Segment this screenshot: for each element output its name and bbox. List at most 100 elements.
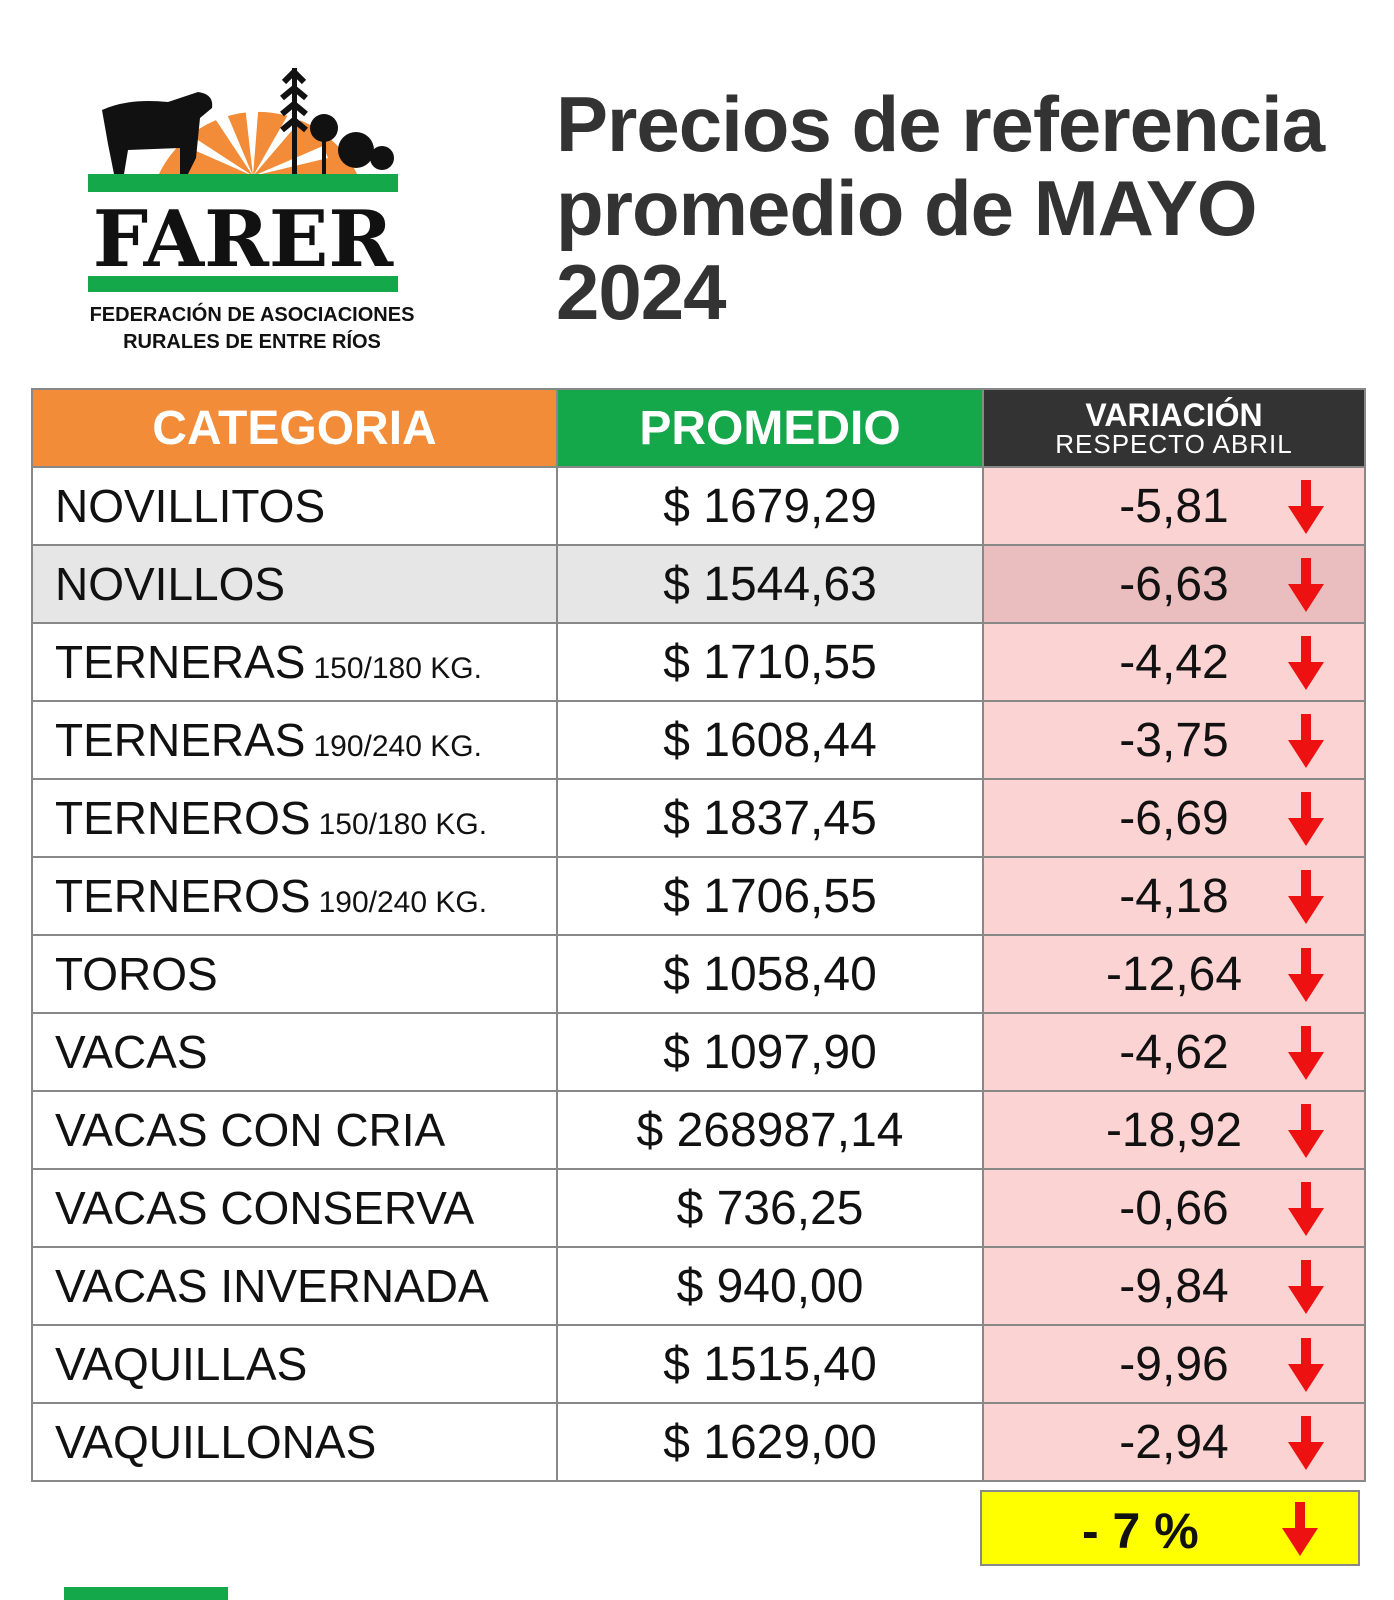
categoria-label: VAQUILLONAS: [55, 1416, 377, 1468]
cell-variacion: -18,92: [982, 1090, 1366, 1170]
cell-promedio: $ 1515,40: [556, 1324, 984, 1404]
arrow-down-icon: [1288, 1026, 1324, 1080]
variacion-value: -4,42: [1119, 635, 1229, 689]
cell-promedio: $ 1706,55: [556, 856, 984, 936]
variacion-value: -3,75: [1119, 713, 1229, 767]
arrow-down-icon: [1288, 1338, 1324, 1392]
cell-categoria: VAQUILLONAS: [31, 1402, 558, 1482]
categoria-detalle: 150/180 KG.: [318, 808, 488, 841]
arrow-down-icon: [1288, 714, 1324, 768]
cell-variacion: -4,18: [982, 856, 1366, 936]
cell-variacion: -9,96: [982, 1324, 1366, 1404]
categoria-detalle: 190/240 KG.: [318, 886, 488, 919]
cell-variacion: -5,81: [982, 466, 1366, 546]
arrow-down-icon: [1288, 1182, 1324, 1236]
table-header-row: CATEGORIA PROMEDIO VARIACIÓN RESPECTO AB…: [31, 388, 1366, 468]
total-variation-value: - 7 %: [1082, 1503, 1199, 1559]
cell-categoria: TERNERAS 190/240 KG.: [31, 700, 558, 780]
categoria-label: TOROS: [55, 948, 218, 1000]
cell-categoria: TOROS: [31, 934, 558, 1014]
table-row: VACAS INVERNADA $ 940,00 -9,84: [31, 1246, 1366, 1326]
cell-variacion: -2,94: [982, 1402, 1366, 1482]
cell-promedio: $ 1629,00: [556, 1402, 984, 1482]
table-row: TERNERAS 150/180 KG. $ 1710,55 -4,42: [31, 622, 1366, 702]
cell-variacion: -12,64: [982, 934, 1366, 1014]
prices-table: CATEGORIA PROMEDIO VARIACIÓN RESPECTO AB…: [31, 388, 1366, 1482]
categoria-label: NOVILLITOS: [55, 480, 326, 532]
cell-promedio: $ 1058,40: [556, 934, 984, 1014]
cell-variacion: -4,62: [982, 1012, 1366, 1092]
cell-categoria: VACAS CON CRIA: [31, 1090, 558, 1170]
cell-variacion: -0,66: [982, 1168, 1366, 1248]
logo-subtitle: FEDERACIÓN DE ASOCIACIONES RURALES DE EN…: [82, 302, 422, 356]
variacion-value: -6,69: [1119, 791, 1229, 845]
categoria-label: NOVILLOS: [55, 558, 286, 610]
arrow-down-icon: [1288, 1104, 1324, 1158]
arrow-down-icon: [1288, 870, 1324, 924]
header-variacion-sub: RESPECTO ABRIL: [1055, 429, 1293, 459]
categoria-label: VACAS INVERNADA: [55, 1260, 489, 1312]
variacion-value: -4,18: [1119, 869, 1229, 923]
cell-promedio: $ 1544,63: [556, 544, 984, 624]
cell-variacion: -3,75: [982, 700, 1366, 780]
arrow-down-icon: [1288, 1260, 1324, 1314]
arrow-down-icon: [1288, 1416, 1324, 1470]
arrow-down-icon: [1288, 792, 1324, 846]
cell-promedio: $ 1710,55: [556, 622, 984, 702]
cell-categoria: VACAS INVERNADA: [31, 1246, 558, 1326]
categoria-label: TERNERAS: [55, 636, 306, 688]
cell-promedio: $ 1608,44: [556, 700, 984, 780]
table-row: TERNEROS 190/240 KG. $ 1706,55 -4,18: [31, 856, 1366, 936]
logo-subtitle-line1: FEDERACIÓN DE ASOCIACIONES: [89, 304, 415, 326]
cell-promedio: $ 1837,45: [556, 778, 984, 858]
variacion-value: -4,62: [1119, 1025, 1229, 1079]
categoria-label: VACAS CONSERVA: [55, 1182, 475, 1234]
header-promedio: PROMEDIO: [556, 388, 984, 468]
categoria-label: TERNERAS: [55, 714, 306, 766]
categoria-label: TERNEROS: [55, 792, 311, 844]
cell-categoria: VACAS: [31, 1012, 558, 1092]
table-row: TOROS $ 1058,40 -12,64: [31, 934, 1366, 1014]
cell-promedio: $ 940,00: [556, 1246, 984, 1326]
table-row: TERNEROS 150/180 KG. $ 1837,45 -6,69: [31, 778, 1366, 858]
table-row: VACAS CON CRIA $ 268987,14 -18,92: [31, 1090, 1366, 1170]
cell-categoria: TERNEROS 190/240 KG.: [31, 856, 558, 936]
cell-variacion: -4,42: [982, 622, 1366, 702]
table-row: TERNERAS 190/240 KG. $ 1608,44 -3,75: [31, 700, 1366, 780]
cell-promedio: $ 736,25: [556, 1168, 984, 1248]
variacion-value: -18,92: [1105, 1103, 1243, 1157]
cell-variacion: -6,63: [982, 544, 1366, 624]
table-row: NOVILLITOS $ 1679,29 -5,81: [31, 466, 1366, 546]
farer-logo: FARER: [88, 58, 418, 358]
arrow-down-icon: [1288, 480, 1324, 534]
categoria-label: VAQUILLAS: [55, 1338, 308, 1390]
variacion-value: -0,66: [1119, 1181, 1229, 1235]
variacion-value: -6,63: [1119, 557, 1229, 611]
footer-green-bar: [64, 1587, 228, 1600]
cell-promedio: $ 1679,29: [556, 466, 984, 546]
total-variation: - 7 %: [980, 1490, 1360, 1566]
table-row: VACAS CONSERVA $ 736,25 -0,66: [31, 1168, 1366, 1248]
cell-categoria: VACAS CONSERVA: [31, 1168, 558, 1248]
header-variacion-label: VARIACIÓN: [1085, 397, 1263, 433]
table-row: VAQUILLONAS $ 1629,00 -2,94: [31, 1402, 1366, 1482]
cell-variacion: -9,84: [982, 1246, 1366, 1326]
cell-categoria: VAQUILLAS: [31, 1324, 558, 1404]
categoria-detalle: 150/180 KG.: [313, 652, 482, 685]
table-row: VACAS $ 1097,90 -4,62: [31, 1012, 1366, 1092]
arrow-down-icon: [1282, 1502, 1318, 1556]
header-categoria: CATEGORIA: [31, 388, 558, 468]
logo-subtitle-line2: RURALES DE ENTRE RÍOS: [123, 331, 381, 353]
arrow-down-icon: [1288, 948, 1324, 1002]
table-row: NOVILLOS $ 1544,63 -6,63: [31, 544, 1366, 624]
categoria-label: TERNEROS: [55, 870, 311, 922]
categoria-label: VACAS CON CRIA: [55, 1104, 446, 1156]
cell-variacion: -6,69: [982, 778, 1366, 858]
cell-promedio: $ 268987,14: [556, 1090, 984, 1170]
variacion-value: -12,64: [1105, 947, 1243, 1001]
page-title: Precios de referencia promedio de MAYO 2…: [556, 80, 1325, 336]
logo-wordmark: FARER: [93, 194, 395, 285]
header-variacion: VARIACIÓN RESPECTO ABRIL: [982, 388, 1366, 468]
cell-categoria: TERNEROS 150/180 KG.: [31, 778, 558, 858]
variacion-value: -2,94: [1119, 1415, 1229, 1469]
